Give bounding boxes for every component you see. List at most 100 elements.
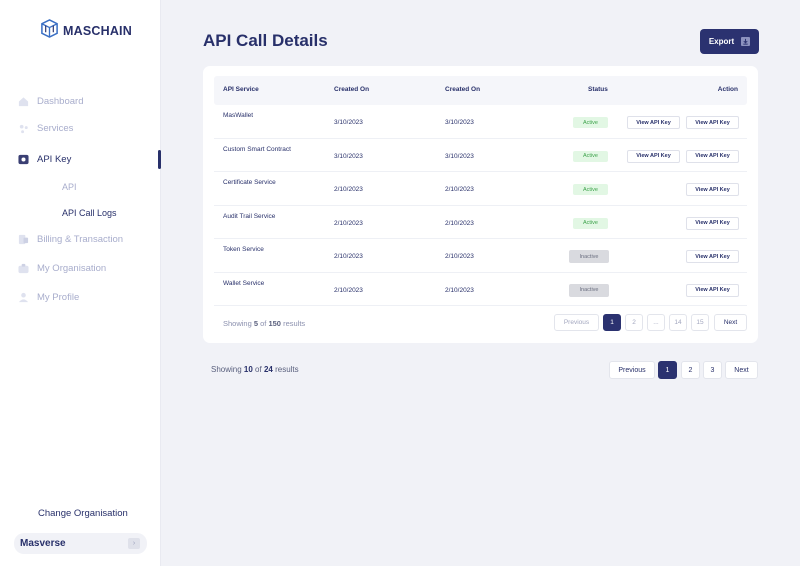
column-header: API Service xyxy=(223,86,259,93)
service-name: Certificate Service xyxy=(223,179,276,186)
service-name: Custom Smart Contract xyxy=(223,145,291,153)
sidebar-item-label: Dashboard xyxy=(37,96,84,107)
status-badge: Active xyxy=(573,217,608,229)
column-header: Created On xyxy=(445,86,481,93)
table-row: Token Service 2/10/2023 2/10/2023 Inacti… xyxy=(214,239,747,273)
view-api-key-button[interactable]: View API Key xyxy=(686,250,739,263)
outer-page-button[interactable]: 2 xyxy=(681,361,700,379)
profile-icon xyxy=(18,292,29,303)
sidebar-item-dashboard[interactable]: Dashboard xyxy=(18,96,83,107)
created-on: 2/10/2023 xyxy=(445,286,474,294)
table-row: MasWallet 3/10/2023 3/10/2023 Active Vie… xyxy=(214,105,747,139)
results-prefix: Showing xyxy=(211,365,244,374)
page-button[interactable]: 15 xyxy=(691,314,709,331)
service-name: Token Service xyxy=(223,246,264,253)
billing-icon xyxy=(18,234,29,245)
view-api-key-button[interactable]: View API Key xyxy=(627,149,680,163)
page-button[interactable]: 2 xyxy=(625,314,643,331)
status-badge: Active xyxy=(573,117,608,128)
results-shown: 10 xyxy=(243,365,253,374)
sidebar-item-label: Services xyxy=(37,123,74,134)
results-shown: 5 xyxy=(253,319,259,328)
status-badge: Inactive xyxy=(569,250,609,263)
created-on: 2/10/2023 xyxy=(334,253,363,260)
home-icon xyxy=(18,96,29,107)
page-button[interactable]: 1 xyxy=(603,314,621,331)
services-icon xyxy=(18,123,29,134)
sidebar-item-label: API Key xyxy=(37,154,72,165)
column-header: Action xyxy=(717,86,738,93)
status-badge: Active xyxy=(573,150,608,162)
table-row: Audit Trail Service 2/10/2023 2/10/2023 … xyxy=(214,206,747,239)
outer-page-button[interactable]: 3 xyxy=(703,361,722,379)
outer-page-button[interactable]: 1 xyxy=(658,361,677,379)
results-total: 24 xyxy=(263,365,273,374)
sidebar: MASCHAIN Dashboard Services API Key API … xyxy=(0,0,161,566)
sidebar-item-label: Billing & Transaction xyxy=(37,234,124,245)
results-of: of xyxy=(252,365,264,374)
results-total: 150 xyxy=(268,319,281,328)
created-on: 2/10/2023 xyxy=(334,219,363,227)
export-label: Export xyxy=(708,37,735,46)
sidebar-item-label: My Profile xyxy=(37,292,80,303)
view-api-key-button[interactable]: View API Key xyxy=(686,116,739,129)
created-on: 3/10/2023 xyxy=(334,119,363,126)
column-header: Status xyxy=(588,86,608,93)
next-page-button[interactable]: Next xyxy=(714,314,747,331)
page-button[interactable]: 14 xyxy=(669,314,687,331)
cube-logo-icon xyxy=(40,19,59,43)
sidebar-item-profile[interactable]: My Profile xyxy=(18,292,79,303)
created-on: 2/10/2023 xyxy=(445,186,474,193)
sidebar-subitem-api[interactable]: API xyxy=(62,182,77,192)
results-suffix: results xyxy=(272,365,299,374)
outer-previous-button[interactable]: Previous xyxy=(609,361,655,379)
results-prefix: Showing xyxy=(223,319,254,328)
view-api-key-button[interactable]: View API Key xyxy=(686,149,739,163)
sidebar-subitem-api-call-logs[interactable]: API Call Logs xyxy=(62,208,117,218)
service-name: MasWallet xyxy=(223,112,254,119)
download-icon xyxy=(741,37,751,46)
results-of: of xyxy=(258,319,269,328)
sidebar-item-billing[interactable]: Billing & Transaction xyxy=(18,234,123,245)
page-title: API Call Details xyxy=(203,31,328,50)
view-api-key-button[interactable]: View API Key xyxy=(686,216,739,230)
created-on: 2/10/2023 xyxy=(334,286,363,294)
organisation-icon xyxy=(18,263,29,274)
view-api-key-button[interactable]: View API Key xyxy=(627,116,680,129)
column-header: Created On xyxy=(334,86,370,93)
outer-next-button[interactable]: Next xyxy=(725,361,758,379)
organisation-switcher[interactable]: Masverse › xyxy=(14,533,147,554)
key-box-icon xyxy=(18,154,29,165)
created-on: 2/10/2023 xyxy=(445,219,474,227)
table-row: Certificate Service 2/10/2023 2/10/2023 … xyxy=(214,172,747,206)
active-indicator xyxy=(158,150,161,169)
created-on: 3/10/2023 xyxy=(334,152,363,160)
results-suffix: results xyxy=(280,319,306,328)
created-on: 3/10/2023 xyxy=(445,119,474,126)
page-ellipsis: ... xyxy=(647,314,665,331)
table-results-summary: Showing 5 of 150 results xyxy=(223,319,305,328)
change-organisation-link[interactable]: Change Organisation xyxy=(38,508,128,519)
organisation-name: Masverse xyxy=(20,538,66,549)
sidebar-item-services[interactable]: Services xyxy=(18,123,73,134)
status-badge: Active xyxy=(573,184,608,195)
table-row: Wallet Service 2/10/2023 2/10/2023 Inact… xyxy=(214,273,747,306)
sidebar-item-organisation[interactable]: My Organisation xyxy=(18,263,106,274)
brand-name: MASCHAIN xyxy=(63,24,132,38)
chevron-right-icon: › xyxy=(128,538,140,549)
brand-logo[interactable]: MASCHAIN xyxy=(40,19,132,43)
outer-results-summary: Showing 10 of 24 results xyxy=(211,365,299,374)
sidebar-item-api-key[interactable]: API Key xyxy=(18,154,71,165)
status-badge: Inactive xyxy=(569,283,609,297)
view-api-key-button[interactable]: View API Key xyxy=(686,183,739,196)
previous-page-button[interactable]: Previous xyxy=(554,314,599,331)
api-calls-table-card: API Service Created On Created On Status… xyxy=(203,66,758,343)
created-on: 3/10/2023 xyxy=(445,152,474,160)
table-row: Custom Smart Contract 3/10/2023 3/10/202… xyxy=(214,139,747,172)
created-on: 2/10/2023 xyxy=(334,186,363,193)
table-header: API Service Created On Created On Status… xyxy=(214,76,747,105)
view-api-key-button[interactable]: View API Key xyxy=(686,283,739,297)
export-button[interactable]: Export xyxy=(700,29,759,54)
created-on: 2/10/2023 xyxy=(445,253,474,260)
service-name: Wallet Service xyxy=(223,279,265,287)
